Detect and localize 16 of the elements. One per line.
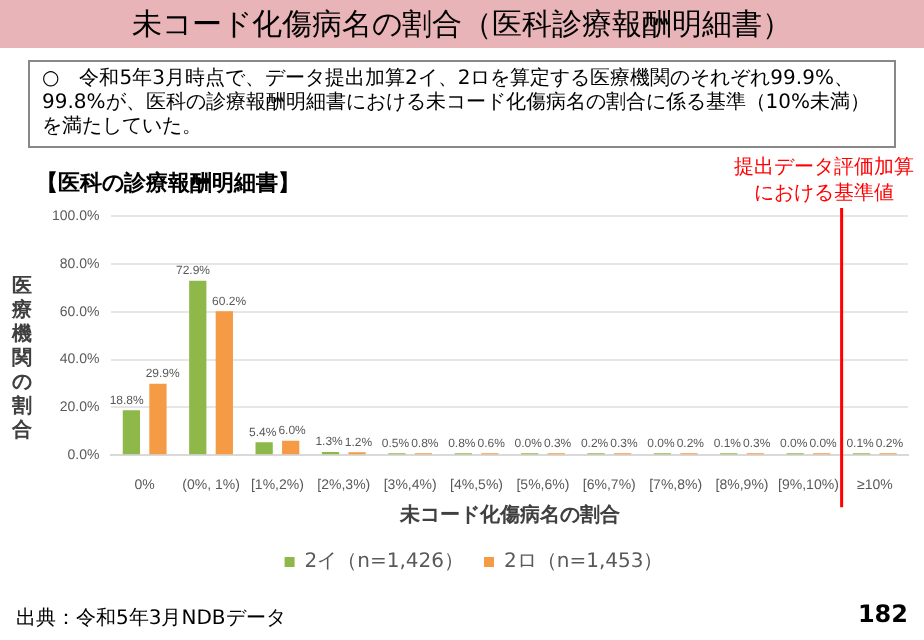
- legend-label: 2イ（n=1,426）: [304, 551, 465, 574]
- bar: [282, 440, 300, 455]
- y-axis-title: 医療機関の割合: [12, 276, 34, 444]
- bar: [122, 410, 141, 455]
- bar: [215, 311, 233, 455]
- text: ○ 令和5年3月時点で、データ提出加算2イ、2ロを算定する医療機関のそれぞれ99.9%、99.8%が、医科の診療報酬明細書における未コード化傷病名の割合に係る基準（10%未満）を満たしていた。: [28, 60, 896, 148]
- ref-line-label: 提出データ評価加算における基準値: [734, 155, 914, 206]
- chart-subtitle: 【医科の診療報酬明細書】: [36, 168, 300, 198]
- chart-title: 未コード化傷病名の割合（医科診療報酬明細書）: [0, 0, 924, 48]
- text: 182: [857, 600, 908, 628]
- bar: [149, 383, 167, 455]
- bar: [189, 280, 207, 455]
- legend-label: 2ロ（n=1,453）: [504, 551, 664, 574]
- bar: [255, 442, 273, 455]
- x-axis-title: 未コード化傷病名の割合: [397, 503, 622, 528]
- source-note: 出典：令和5年3月NDBデータ: [16, 605, 286, 632]
